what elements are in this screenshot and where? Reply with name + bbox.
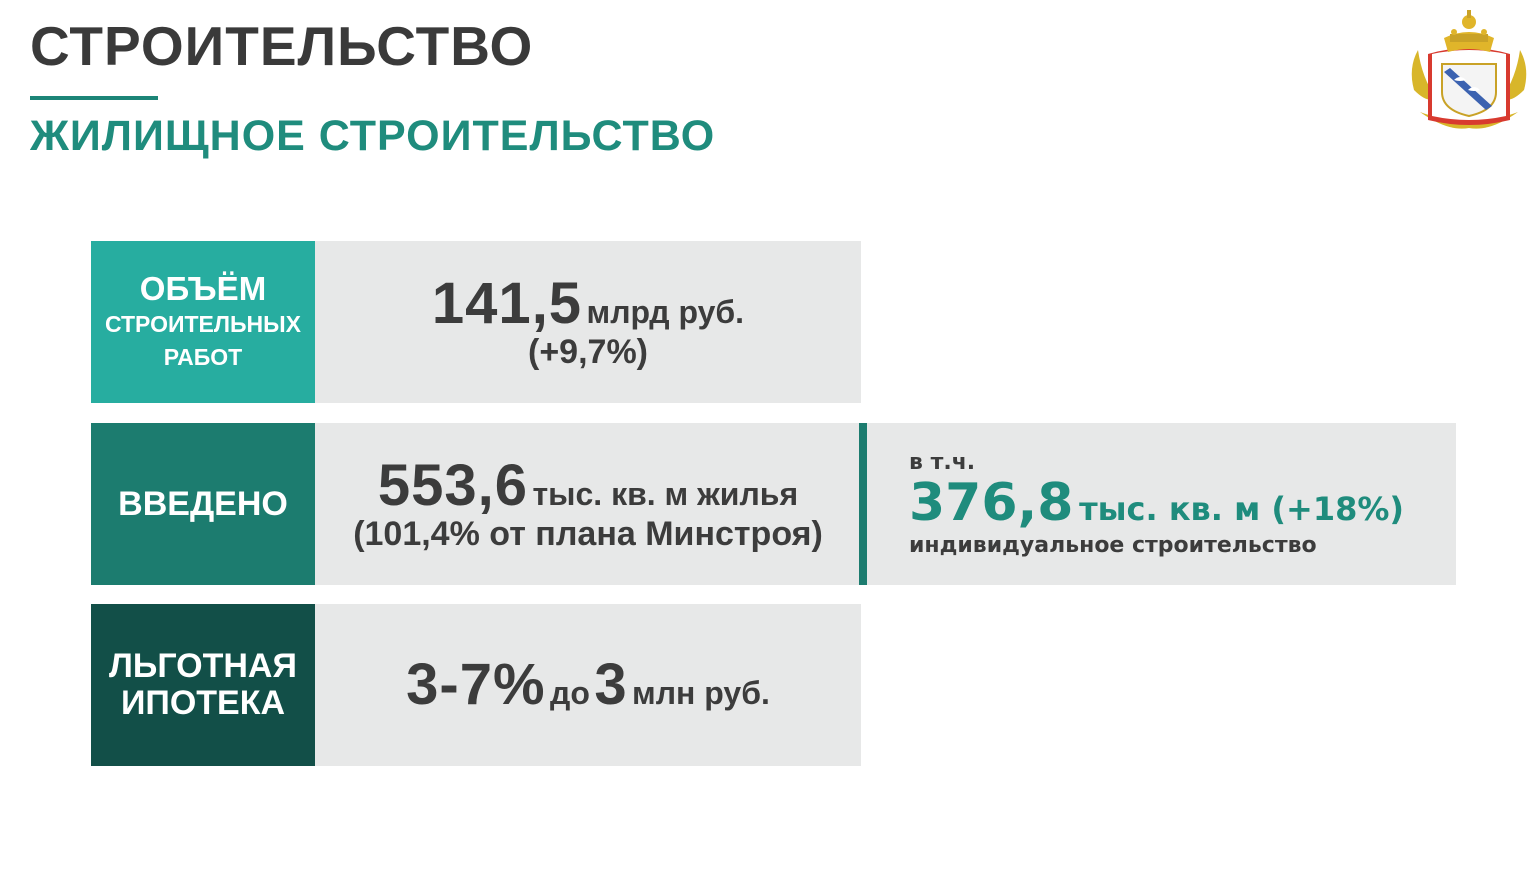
label-preferential-mortgage: ЛЬГОТНАЯ ИПОТЕКА [91,604,327,766]
note-construction-volume: (+9,7%) [528,332,648,371]
panel-commissioned: 553,6 тыс. кв. м жилья (101,4% от плана … [315,423,861,585]
value-commissioned: 553,6 [377,452,529,518]
page-subtitle: ЖИЛИЩНОЕ СТРОИТЕЛЬСТВО [30,112,716,160]
label-line: РАБОТ [163,344,243,371]
title-underline [30,96,158,100]
label-line: ОБЪЁМ [139,269,267,307]
note-commissioned: (101,4% от плана Минстроя) [353,514,823,553]
side-description: индивидуальное строительство [909,532,1317,558]
side-unit: тыс. кв. м (+18%) [1079,490,1405,529]
value-mortgage-rate: 3-7% [406,651,546,717]
text-mortgage-up-to: до [550,674,590,711]
unit-commissioned: тыс. кв. м жилья [532,475,799,512]
value-mortgage-amount: 3 [594,651,628,717]
unit-mortgage: млн руб. [632,674,770,711]
side-value: 376,8 [909,473,1074,534]
label-line: СТРОИТЕЛЬНЫХ [104,310,302,337]
panel-preferential-mortgage: 3-7% до 3 млн руб. [315,604,861,766]
page-title: СТРОИТЕЛЬСТВО [30,15,534,77]
label-line: ИПОТЕКА [120,684,286,722]
value-construction-volume: 141,5 [431,270,583,336]
unit-construction-volume: млрд руб. [586,293,745,330]
label-line: ЛЬГОТНАЯ [109,646,297,685]
label-construction-volume: ОБЪЁМ СТРОИТЕЛЬНЫХ РАБОТ [91,241,327,403]
kursk-coat-of-arms-icon [1411,10,1527,129]
side-panel-individual: в т.ч. 376,8 тыс. кв. м (+18%) индивидуа… [859,423,1456,585]
side-prefix: в т.ч. [909,450,976,476]
label-line: ВВЕДЕНО [118,484,288,523]
label-commissioned: ВВЕДЕНО [91,423,327,585]
panel-construction-volume: 141,5 млрд руб. (+9,7%) [315,241,861,403]
